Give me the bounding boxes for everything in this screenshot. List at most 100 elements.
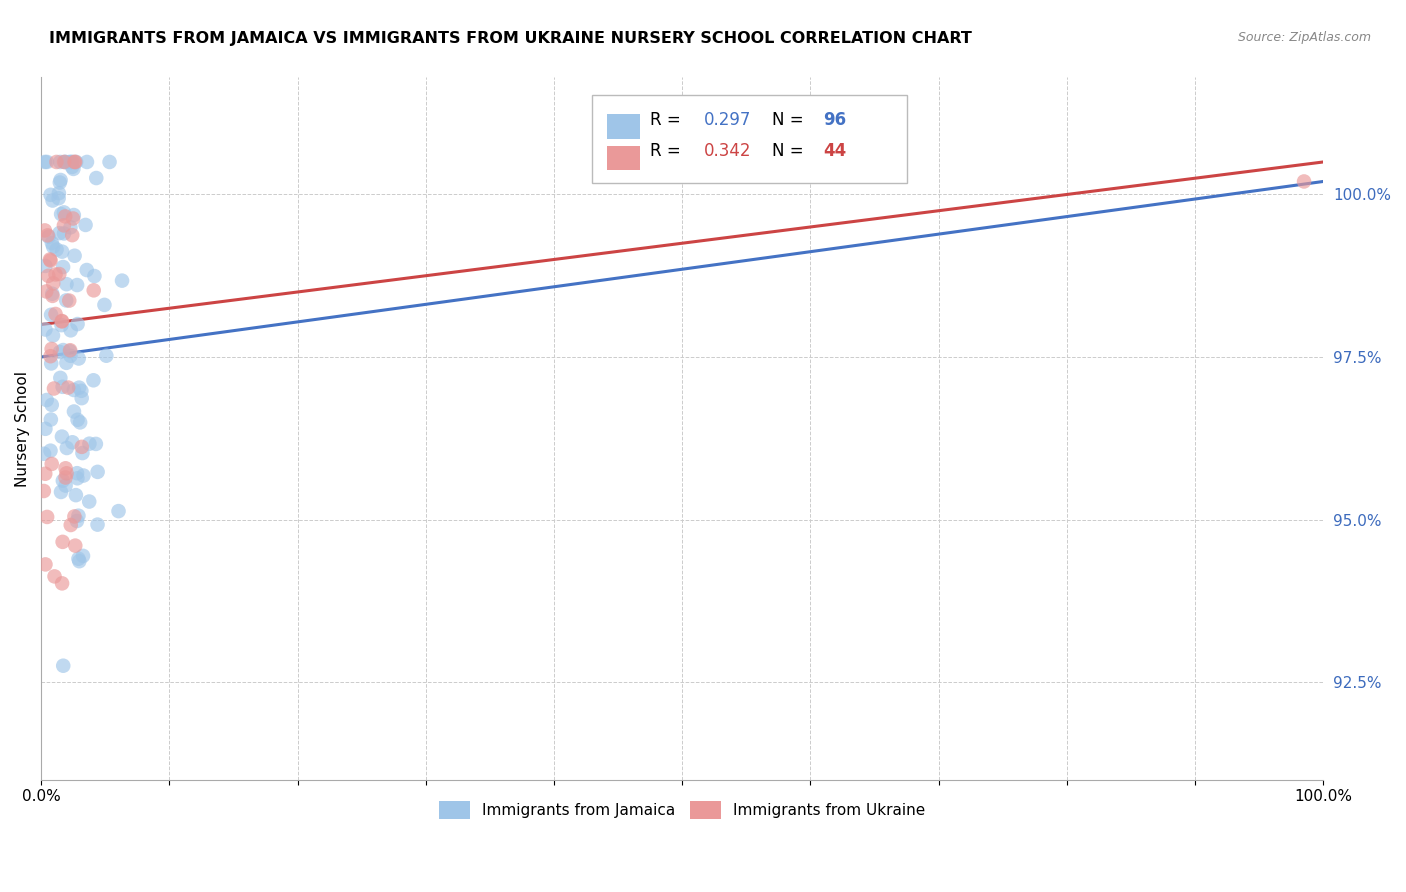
Point	[44, 307, 66, 321]
Point	[51, 314, 73, 328]
Point	[35, 392, 58, 407]
Point	[65, 488, 87, 502]
Point	[66, 471, 89, 485]
Point	[66, 466, 89, 480]
Point	[48, 186, 70, 201]
Point	[34, 467, 56, 481]
Point	[56, 380, 79, 394]
Point	[34, 223, 56, 237]
Point	[60, 228, 83, 243]
FancyBboxPatch shape	[606, 114, 640, 138]
Point	[52, 380, 75, 394]
Point	[42, 277, 65, 291]
Point	[60, 160, 83, 174]
Point	[82, 373, 104, 387]
Text: R =: R =	[650, 111, 686, 128]
Point	[56, 441, 79, 455]
Point	[34, 322, 56, 336]
Point	[58, 155, 80, 169]
Point	[39, 252, 62, 267]
FancyBboxPatch shape	[592, 95, 907, 183]
Point	[41, 457, 63, 471]
Point	[51, 576, 73, 591]
Point	[79, 436, 101, 450]
Point	[66, 317, 89, 331]
Point	[39, 349, 62, 363]
Point	[52, 205, 75, 219]
Point	[49, 176, 72, 190]
Point	[38, 229, 60, 244]
Point	[34, 155, 56, 169]
Point	[72, 446, 94, 460]
Point	[96, 349, 118, 363]
Point	[83, 268, 105, 283]
Point	[45, 268, 67, 282]
Point	[77, 494, 100, 508]
Point	[111, 274, 134, 288]
Point	[45, 155, 67, 169]
Point	[66, 413, 89, 427]
Point	[53, 210, 76, 224]
Point	[66, 514, 89, 528]
Point	[59, 323, 82, 337]
Point	[55, 293, 77, 308]
Text: N =: N =	[772, 142, 808, 161]
FancyBboxPatch shape	[606, 145, 640, 170]
Point	[55, 478, 77, 492]
Point	[62, 208, 84, 222]
Point	[34, 259, 56, 273]
Point	[58, 293, 80, 308]
Point	[52, 260, 75, 274]
Point	[55, 470, 77, 484]
Point	[55, 356, 77, 370]
Point	[45, 243, 67, 257]
Point	[76, 263, 98, 277]
Point	[86, 517, 108, 532]
Point	[107, 504, 129, 518]
Text: 44: 44	[824, 142, 846, 161]
Point	[1292, 174, 1315, 188]
Point	[84, 171, 107, 186]
Point	[62, 435, 84, 450]
Point	[39, 253, 62, 268]
Text: 0.342: 0.342	[704, 142, 751, 161]
Point	[55, 277, 77, 292]
Point	[72, 468, 94, 483]
Point	[53, 155, 76, 169]
Point	[37, 268, 59, 283]
Legend: Immigrants from Jamaica, Immigrants from Ukraine: Immigrants from Jamaica, Immigrants from…	[433, 795, 931, 824]
Point	[48, 191, 70, 205]
Point	[59, 220, 82, 235]
Point	[49, 485, 72, 500]
Text: Source: ZipAtlas.com: Source: ZipAtlas.com	[1237, 31, 1371, 45]
Point	[55, 467, 77, 481]
Point	[67, 351, 90, 366]
Point	[53, 227, 76, 241]
Point	[35, 155, 58, 169]
Point	[63, 404, 86, 418]
Point	[39, 187, 62, 202]
Text: 96: 96	[824, 111, 846, 128]
Point	[67, 381, 90, 395]
Point	[60, 155, 83, 169]
Point	[63, 249, 86, 263]
Point	[98, 155, 121, 169]
Point	[34, 422, 56, 436]
Point	[41, 342, 63, 356]
Point	[44, 569, 66, 583]
Point	[59, 344, 82, 359]
Point	[41, 286, 63, 301]
Point	[93, 298, 115, 312]
Point	[41, 235, 63, 250]
Point	[49, 173, 72, 187]
Point	[51, 318, 73, 332]
Point	[42, 328, 65, 343]
Point	[41, 398, 63, 412]
Point	[32, 483, 55, 498]
Point	[66, 278, 89, 293]
Point	[49, 371, 72, 385]
Point	[52, 474, 75, 488]
Point	[59, 349, 82, 363]
Point	[84, 437, 107, 451]
Point	[69, 416, 91, 430]
